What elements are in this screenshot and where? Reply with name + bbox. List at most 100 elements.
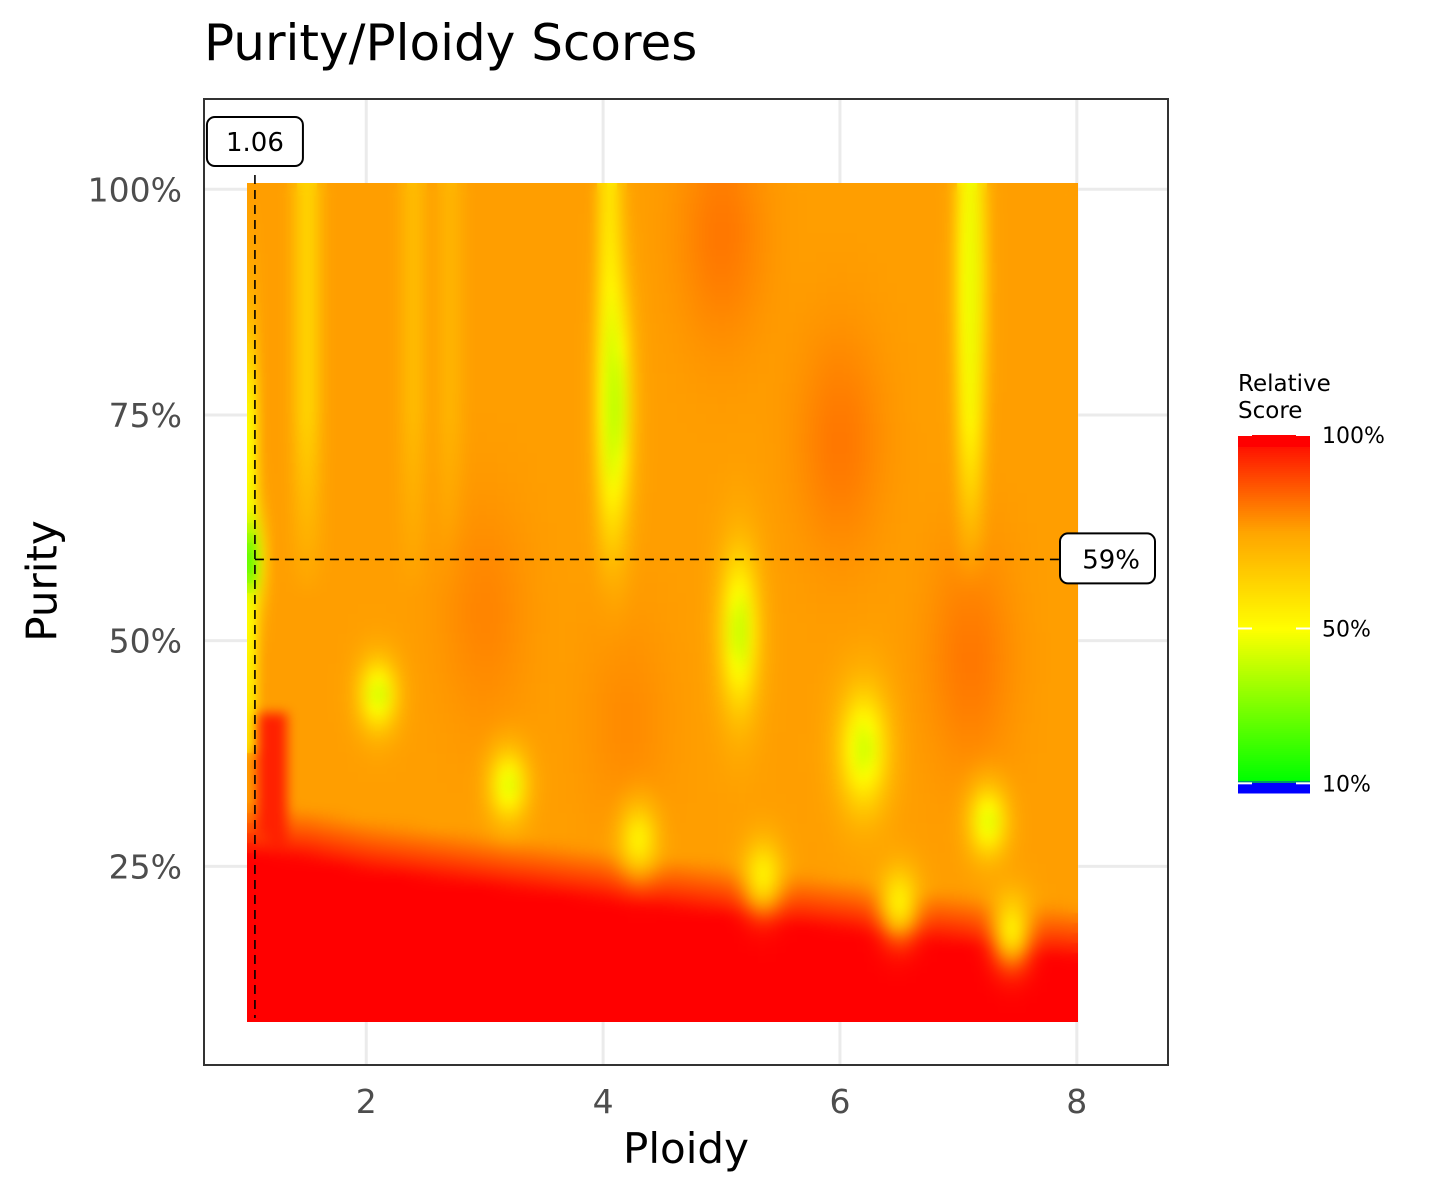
legend-color-step <box>1238 659 1310 662</box>
legend-color-step <box>1238 589 1310 592</box>
legend-color-step <box>1238 627 1310 630</box>
legend-color-step <box>1238 535 1310 538</box>
legend-color-step <box>1238 711 1310 714</box>
legend-color-step <box>1238 595 1310 598</box>
x-tick-label: 6 <box>829 1082 850 1121</box>
legend-color-step <box>1238 541 1310 544</box>
legend-color-step <box>1238 567 1310 570</box>
legend-color-step <box>1238 455 1310 458</box>
legend-color-step <box>1238 617 1310 620</box>
legend-color-step <box>1238 725 1310 728</box>
legend-color-step <box>1238 599 1310 602</box>
legend-color-step <box>1238 681 1310 684</box>
legend-color-step <box>1238 575 1310 578</box>
legend-color-step <box>1238 507 1310 510</box>
chart-title: Purity/Ploidy Scores <box>204 14 698 72</box>
legend-color-step <box>1238 637 1310 640</box>
x-axis-ticks: 2 4 6 8 <box>356 1082 1088 1121</box>
legend-color-step <box>1238 579 1310 582</box>
legend-color-step <box>1238 683 1310 686</box>
legend-color-step <box>1238 635 1310 638</box>
legend-color-step <box>1238 767 1310 770</box>
legend-tick-label: 10% <box>1322 772 1371 797</box>
x-tick-label: 2 <box>356 1082 377 1121</box>
legend-color-step <box>1238 481 1310 484</box>
legend-color-step <box>1238 791 1310 794</box>
legend-color-step <box>1238 517 1310 520</box>
legend-color-step <box>1238 477 1310 480</box>
legend-color-step <box>1238 785 1310 788</box>
legend-color-step <box>1238 755 1310 758</box>
y-tick-label: 50% <box>109 622 182 661</box>
legend-color-step <box>1238 751 1310 754</box>
legend-color-step <box>1238 633 1310 636</box>
legend-color-step <box>1238 445 1310 448</box>
legend-color-step <box>1238 605 1310 608</box>
legend-color-step <box>1238 661 1310 664</box>
legend-color-step <box>1238 467 1310 470</box>
legend-color-step <box>1238 607 1310 610</box>
legend-color-step <box>1238 523 1310 526</box>
legend-color-step <box>1238 645 1310 648</box>
legend-color-step <box>1238 703 1310 706</box>
legend-color-step <box>1238 469 1310 472</box>
legend-color-step <box>1238 713 1310 716</box>
legend-color-step <box>1238 537 1310 540</box>
legend-color-step <box>1238 667 1310 670</box>
legend-color-step <box>1238 439 1310 442</box>
legend-color-step <box>1238 539 1310 542</box>
legend-tick-label: 50% <box>1322 618 1371 643</box>
legend-color-step <box>1238 447 1310 450</box>
legend-color-step <box>1238 749 1310 752</box>
legend-title-line2: Score <box>1238 398 1302 424</box>
legend-color-step <box>1238 561 1310 564</box>
legend-color-step <box>1238 737 1310 740</box>
legend-color-step <box>1238 563 1310 566</box>
y-tick-label: 100% <box>88 170 182 209</box>
legend-color-step <box>1238 701 1310 704</box>
legend-color-step <box>1238 763 1310 766</box>
legend-color-step <box>1238 581 1310 584</box>
legend-color-step <box>1238 437 1310 440</box>
legend-color-step <box>1238 497 1310 500</box>
x-tick-label: 4 <box>593 1082 614 1121</box>
legend-color-step <box>1238 709 1310 712</box>
legend-color-step <box>1238 611 1310 614</box>
legend-color-step <box>1238 585 1310 588</box>
legend-color-step <box>1238 603 1310 606</box>
legend-color-step <box>1238 647 1310 650</box>
legend-color-step <box>1238 601 1310 604</box>
legend-color-step <box>1238 499 1310 502</box>
y-tick-label: 25% <box>109 847 182 886</box>
legend-color-step <box>1238 727 1310 730</box>
legend-color-step <box>1238 691 1310 694</box>
legend-color-step <box>1238 457 1310 460</box>
legend-color-step <box>1238 465 1310 468</box>
legend-color-step <box>1238 527 1310 530</box>
best-fit-reference-lines <box>254 175 1078 1018</box>
best-purity-label: 59% <box>1082 545 1140 575</box>
legend-color-step <box>1238 679 1310 682</box>
legend-color-step <box>1238 583 1310 586</box>
legend-color-step <box>1238 641 1310 644</box>
legend-color-step <box>1238 757 1310 760</box>
legend-color-step <box>1238 491 1310 494</box>
legend-color-step <box>1238 597 1310 600</box>
legend-color-step <box>1238 613 1310 616</box>
legend-color-step <box>1238 717 1310 720</box>
legend-color-step <box>1238 733 1310 736</box>
legend-color-step <box>1238 781 1310 784</box>
y-axis-ticks: 25% 50% 75% 100% <box>88 170 182 886</box>
legend-color-step <box>1238 513 1310 516</box>
color-legend: Relative Score 100% 50% 10% <box>1238 371 1385 797</box>
legend-color-step <box>1238 525 1310 528</box>
legend-color-step <box>1238 495 1310 498</box>
legend-color-step <box>1238 765 1310 768</box>
legend-color-step <box>1238 471 1310 474</box>
legend-color-step <box>1238 545 1310 548</box>
legend-color-step <box>1238 759 1310 762</box>
legend-color-step <box>1238 789 1310 792</box>
legend-color-step <box>1238 555 1310 558</box>
legend-color-step <box>1238 729 1310 732</box>
